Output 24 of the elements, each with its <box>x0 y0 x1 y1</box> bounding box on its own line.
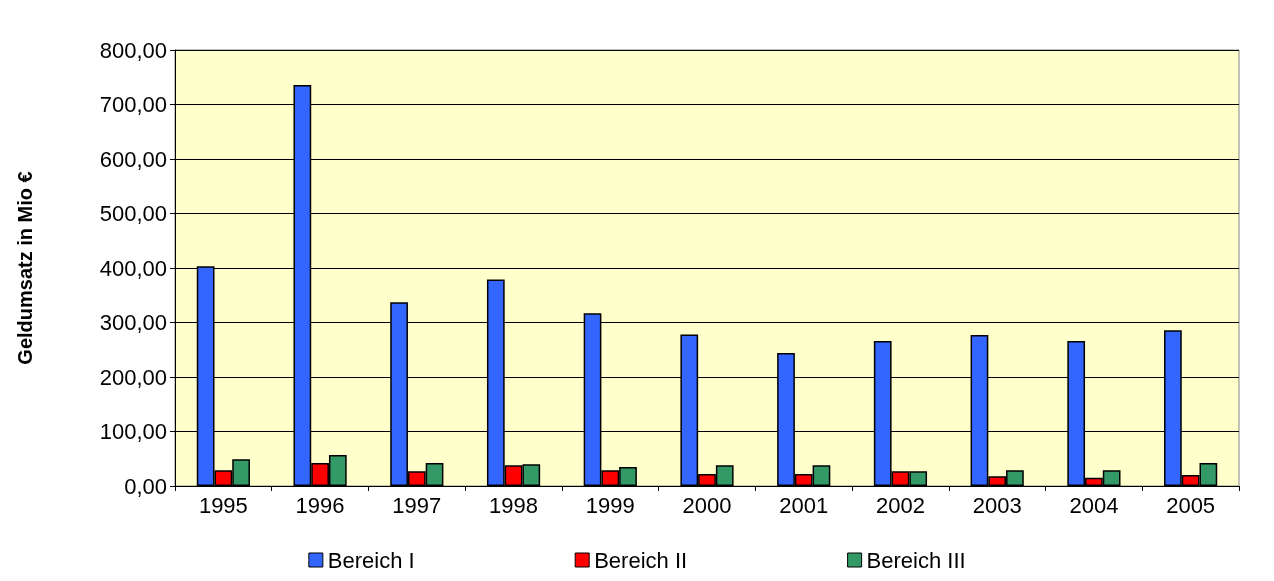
y-tick-label: 800,00 <box>99 37 167 63</box>
x-tick-label: 2005 <box>1166 492 1216 518</box>
y-tick-label: 400,00 <box>99 255 167 281</box>
legend-label: Bereich III <box>866 547 966 573</box>
y-tick-label: 200,00 <box>99 364 167 390</box>
x-tick-label: 1998 <box>489 492 539 518</box>
x-tick-label: 1999 <box>585 492 635 518</box>
x-tick-label: 2001 <box>779 492 829 518</box>
x-tick-label: 1997 <box>392 492 442 518</box>
x-tick-label: 2000 <box>682 492 732 518</box>
legend-label: Bereich I <box>327 547 415 573</box>
y-tick-label: 100,00 <box>99 419 167 444</box>
y-axis-title: Geldumsatz in Mio € <box>14 171 36 365</box>
legend-label: Bereich II <box>594 547 688 573</box>
y-tick-label: 0,00 <box>124 473 167 499</box>
x-tick-label: 2002 <box>875 492 925 518</box>
x-tick-label: 1996 <box>295 492 345 518</box>
x-tick-label: 2003 <box>972 492 1022 518</box>
y-tick-label: 600,00 <box>99 146 167 172</box>
x-tick-label: 2004 <box>1069 492 1119 518</box>
y-tick-label: 300,00 <box>99 310 167 335</box>
y-tick-label: 700,00 <box>99 92 167 117</box>
y-tick-label: 500,00 <box>99 201 167 226</box>
x-tick-label: 1995 <box>198 492 248 518</box>
